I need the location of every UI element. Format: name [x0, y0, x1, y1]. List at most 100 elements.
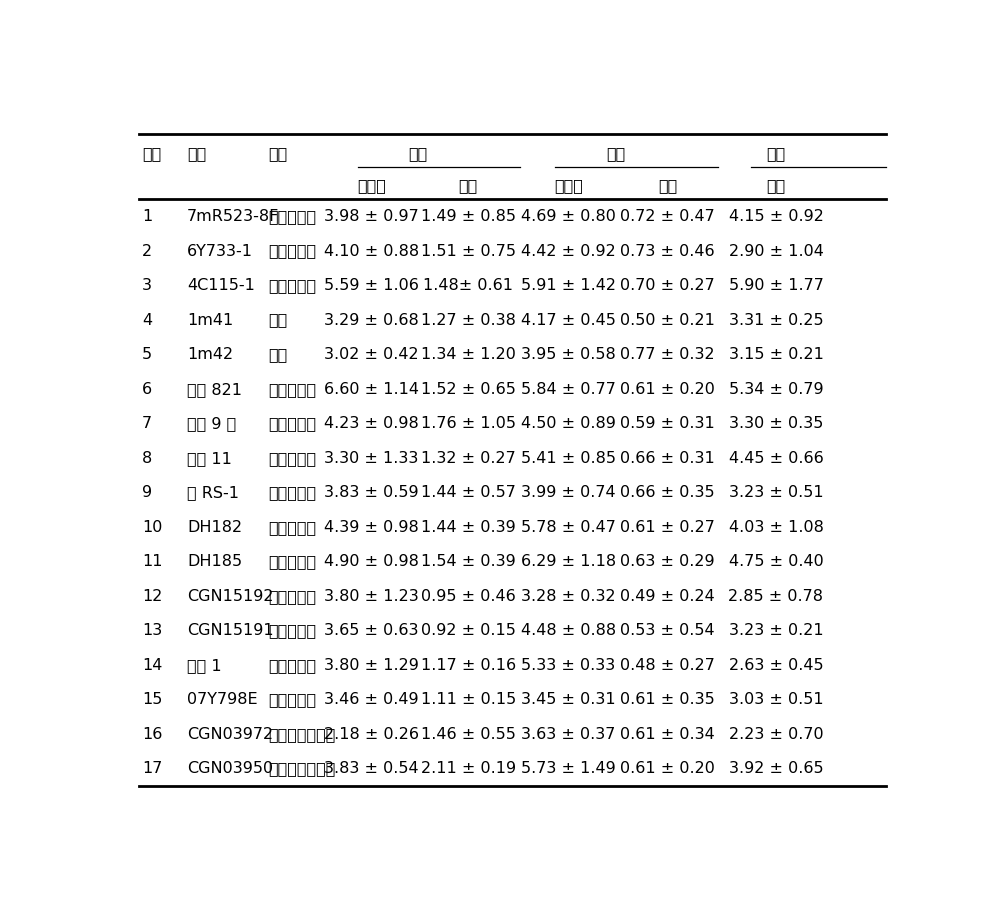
Text: 3.30 ± 1.33: 3.30 ± 1.33 [324, 451, 419, 466]
Text: 4.39 ± 0.98: 4.39 ± 0.98 [324, 520, 419, 534]
Text: 4: 4 [142, 313, 152, 328]
Text: 0.61 ± 0.35: 0.61 ± 0.35 [620, 693, 715, 707]
Text: 4.75 ± 0.40: 4.75 ± 0.40 [729, 554, 823, 569]
Text: 3.46 ± 0.49: 3.46 ± 0.49 [324, 693, 419, 707]
Text: 11: 11 [142, 554, 163, 569]
Text: 7mR523-8F: 7mR523-8F [187, 209, 279, 224]
Text: 5.59 ± 1.06: 5.59 ± 1.06 [324, 278, 419, 293]
Text: 甘蓝型油菜: 甘蓝型油菜 [268, 520, 316, 534]
Text: 4.17 ± 0.45: 4.17 ± 0.45 [521, 313, 616, 328]
Text: 黄油 1: 黄油 1 [187, 658, 222, 673]
Text: 甘蓝型油菜: 甘蓝型油菜 [268, 485, 316, 501]
Text: 07Y798E: 07Y798E [187, 693, 258, 707]
Text: CGN15192: CGN15192 [187, 588, 274, 604]
Text: 5.91 ± 1.42: 5.91 ± 1.42 [521, 278, 616, 293]
Text: 4.03 ± 1.08: 4.03 ± 1.08 [729, 520, 823, 534]
Text: 芥菜型油菜: 芥菜型油菜 [268, 623, 316, 639]
Text: 1.17 ± 0.16: 1.17 ± 0.16 [421, 658, 516, 673]
Text: 埃塞俄比亚芥菜: 埃塞俄比亚芥菜 [268, 727, 336, 742]
Text: 编号: 编号 [142, 146, 161, 161]
Text: 0.95 ± 0.46: 0.95 ± 0.46 [421, 588, 516, 604]
Text: 埃塞俄比亚芥菜: 埃塞俄比亚芥菜 [268, 761, 336, 777]
Text: 5.78 ± 0.47: 5.78 ± 0.47 [521, 520, 616, 534]
Text: 1.48± 0.61: 1.48± 0.61 [423, 278, 513, 293]
Text: 白菜型油菜: 白菜型油菜 [268, 243, 316, 259]
Text: 3.45 ± 0.31: 3.45 ± 0.31 [521, 693, 616, 707]
Text: 主茎: 主茎 [408, 146, 428, 161]
Text: 0.49 ± 0.24: 0.49 ± 0.24 [620, 588, 715, 604]
Text: 1.44 ± 0.57: 1.44 ± 0.57 [421, 485, 516, 501]
Text: 8: 8 [142, 451, 152, 466]
Text: 1m42: 1m42 [187, 347, 233, 362]
Text: 直径: 直径 [658, 178, 677, 193]
Text: 3.29 ± 0.68: 3.29 ± 0.68 [324, 313, 419, 328]
Text: 5: 5 [142, 347, 152, 362]
Text: 12: 12 [142, 588, 162, 604]
Text: 甘蓝型油菜: 甘蓝型油菜 [268, 554, 316, 569]
Text: 5.84 ± 0.77: 5.84 ± 0.77 [521, 382, 616, 397]
Text: 3.65 ± 0.63: 3.65 ± 0.63 [324, 623, 419, 639]
Text: 3.99 ± 0.74: 3.99 ± 0.74 [521, 485, 616, 501]
Text: 芥菜型油菜: 芥菜型油菜 [268, 693, 316, 707]
Text: 3.30 ± 0.35: 3.30 ± 0.35 [729, 416, 823, 431]
Text: 1.51 ± 0.75: 1.51 ± 0.75 [421, 243, 516, 259]
Text: 白菜型油菜: 白菜型油菜 [268, 209, 316, 224]
Text: 4.45 ± 0.66: 4.45 ± 0.66 [729, 451, 823, 466]
Text: 直径: 直径 [459, 178, 478, 193]
Text: 5.41 ± 0.85: 5.41 ± 0.85 [521, 451, 616, 466]
Text: 2.63 ± 0.45: 2.63 ± 0.45 [729, 658, 823, 673]
Text: 0.48 ± 0.27: 0.48 ± 0.27 [620, 658, 715, 673]
Text: 1.76 ± 1.05: 1.76 ± 1.05 [421, 416, 516, 431]
Text: 15: 15 [142, 693, 162, 707]
Text: 甘蓝型油菜: 甘蓝型油菜 [268, 416, 316, 431]
Text: 6.29 ± 1.18: 6.29 ± 1.18 [521, 554, 616, 569]
Text: 0.59 ± 0.31: 0.59 ± 0.31 [620, 416, 715, 431]
Text: 0.77 ± 0.32: 0.77 ± 0.32 [620, 347, 715, 362]
Text: 4.23 ± 0.98: 4.23 ± 0.98 [324, 416, 419, 431]
Text: 芥菜型油菜: 芥菜型油菜 [268, 658, 316, 673]
Text: 甘蓝型油菜: 甘蓝型油菜 [268, 451, 316, 466]
Text: 1.54 ± 0.39: 1.54 ± 0.39 [421, 554, 516, 569]
Text: 0.73 ± 0.46: 0.73 ± 0.46 [620, 243, 715, 259]
Text: 4.90 ± 0.98: 4.90 ± 0.98 [324, 554, 419, 569]
Text: 0.92 ± 0.15: 0.92 ± 0.15 [421, 623, 516, 639]
Text: 候枝: 候枝 [607, 146, 626, 161]
Text: 0.66 ± 0.35: 0.66 ± 0.35 [620, 485, 715, 501]
Text: 3.15 ± 0.21: 3.15 ± 0.21 [729, 347, 823, 362]
Text: 10: 10 [142, 520, 162, 534]
Text: 中双 9 号: 中双 9 号 [187, 416, 236, 431]
Text: 3: 3 [142, 278, 152, 293]
Text: 1.52 ± 0.65: 1.52 ± 0.65 [421, 382, 516, 397]
Text: 芥菜型油菜: 芥菜型油菜 [268, 588, 316, 604]
Text: 0.70 ± 0.27: 0.70 ± 0.27 [620, 278, 715, 293]
Text: 1.27 ± 0.38: 1.27 ± 0.38 [421, 313, 516, 328]
Text: DH185: DH185 [187, 554, 242, 569]
Text: 3.92 ± 0.65: 3.92 ± 0.65 [729, 761, 823, 777]
Text: 4.10 ± 0.88: 4.10 ± 0.88 [324, 243, 419, 259]
Text: 物种: 物种 [268, 146, 288, 161]
Text: 6Y733-1: 6Y733-1 [187, 243, 253, 259]
Text: 3.28 ± 0.32: 3.28 ± 0.32 [521, 588, 616, 604]
Text: 4.48 ± 0.88: 4.48 ± 0.88 [521, 623, 616, 639]
Text: 3.02 ± 0.42: 3.02 ± 0.42 [324, 347, 419, 362]
Text: 5.90 ± 1.77: 5.90 ± 1.77 [729, 278, 823, 293]
Text: 材料: 材料 [187, 146, 206, 161]
Text: 3.98 ± 0.97: 3.98 ± 0.97 [324, 209, 419, 224]
Text: 9: 9 [142, 485, 152, 501]
Text: 2: 2 [142, 243, 152, 259]
Text: 3.95 ± 0.58: 3.95 ± 0.58 [521, 347, 616, 362]
Text: 0.61 ± 0.20: 0.61 ± 0.20 [620, 761, 715, 777]
Text: 中双 11: 中双 11 [187, 451, 232, 466]
Text: 宁 RS-1: 宁 RS-1 [187, 485, 239, 501]
Text: 菌斑: 菌斑 [766, 178, 786, 193]
Text: 4.15 ± 0.92: 4.15 ± 0.92 [729, 209, 823, 224]
Text: 4.42 ± 0.92: 4.42 ± 0.92 [521, 243, 616, 259]
Text: 3.80 ± 1.23: 3.80 ± 1.23 [324, 588, 419, 604]
Text: 2.18 ± 0.26: 2.18 ± 0.26 [324, 727, 419, 742]
Text: 1.44 ± 0.39: 1.44 ± 0.39 [421, 520, 516, 534]
Text: CGN03972: CGN03972 [187, 727, 273, 742]
Text: 16: 16 [142, 727, 162, 742]
Text: 1.32 ± 0.27: 1.32 ± 0.27 [421, 451, 516, 466]
Text: 中油 821: 中油 821 [187, 382, 242, 397]
Text: 14: 14 [142, 658, 162, 673]
